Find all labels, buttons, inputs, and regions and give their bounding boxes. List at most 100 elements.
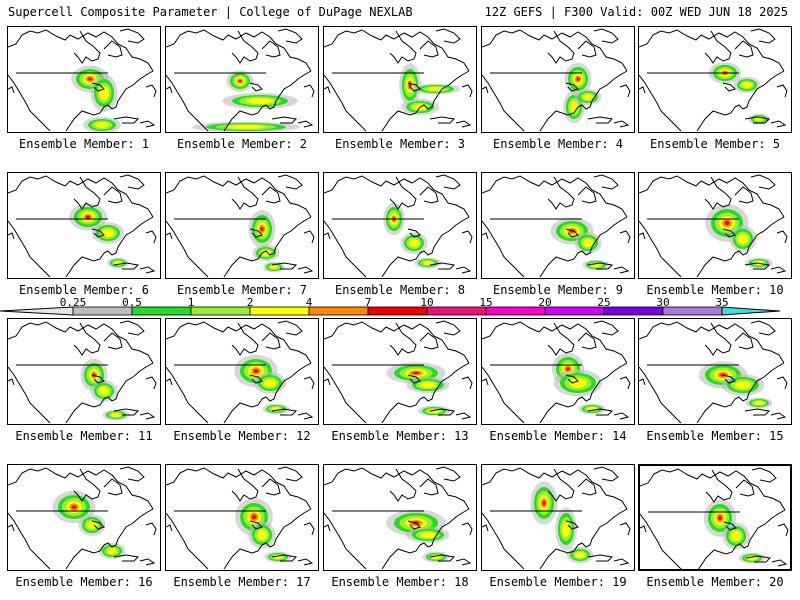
map-outline	[577, 70, 628, 110]
map-outline	[103, 362, 154, 402]
map-outline	[722, 228, 736, 238]
map-outline	[119, 174, 145, 190]
ensemble-panel	[165, 172, 319, 279]
map-outline	[166, 524, 173, 532]
ensemble-panel	[638, 26, 792, 133]
map-outline	[8, 321, 154, 364]
map-outline	[696, 106, 736, 132]
map-outline	[705, 469, 733, 503]
map-outline	[407, 374, 421, 384]
member-caption: Ensemble Member: 13	[331, 429, 469, 443]
member-caption: Ensemble Member: 5	[649, 137, 781, 151]
map-outline	[696, 398, 736, 424]
map-outline	[770, 266, 787, 274]
member-caption: Ensemble Member: 19	[489, 575, 627, 589]
map-outline	[639, 378, 646, 386]
map-outline	[271, 262, 298, 270]
map-outline	[744, 408, 771, 416]
member-caption: Ensemble Member: 10	[646, 283, 784, 297]
scp-contour	[569, 378, 587, 388]
map-outline	[613, 120, 630, 128]
map-outline	[271, 408, 298, 416]
map-outline	[113, 554, 140, 562]
colorbar-tick-label: 35	[715, 296, 729, 309]
map-outline	[381, 398, 421, 424]
map-outline	[547, 176, 575, 210]
colorbar-segment	[367, 306, 428, 316]
map-outline	[65, 106, 105, 132]
map-outline	[565, 228, 579, 238]
map-outline	[8, 524, 15, 532]
map-outline	[166, 321, 312, 364]
scp-contour	[246, 98, 274, 104]
map-outline	[577, 40, 597, 58]
map-outline	[734, 332, 754, 350]
map-outline	[223, 398, 263, 424]
scp-contour	[575, 552, 585, 558]
ensemble-panel	[7, 318, 161, 425]
scp-contour	[99, 387, 109, 395]
map-outline	[119, 28, 145, 44]
map-outline	[722, 374, 736, 384]
map-outline	[577, 478, 597, 496]
map-canvas	[324, 174, 473, 278]
map-outline	[166, 74, 209, 132]
map-outline	[8, 29, 154, 72]
map-outline	[419, 216, 470, 256]
map-canvas	[482, 174, 631, 278]
map-outline	[776, 230, 788, 244]
map-outline	[419, 508, 470, 548]
map-outline	[223, 544, 263, 570]
map-outline	[8, 366, 51, 424]
map-outline	[577, 508, 628, 548]
map-outline	[166, 220, 209, 278]
colorbar-tick-label: 0.25	[59, 296, 87, 309]
colorbar-segment	[721, 306, 781, 316]
scp-contour	[731, 531, 741, 541]
scp-contour	[576, 77, 580, 81]
valid-time-label: 12Z GEFS | F300 Valid: 00Z WED JUN 18 20…	[484, 5, 788, 19]
member-caption: Ensemble Member: 9	[492, 283, 624, 297]
map-outline	[565, 520, 579, 530]
map-outline	[103, 186, 123, 204]
map-outline	[324, 86, 331, 94]
map-outline	[704, 176, 732, 210]
map-outline	[639, 74, 682, 132]
map-outline	[166, 232, 173, 240]
map-outline	[166, 29, 312, 72]
scp-contour	[735, 381, 751, 389]
map-outline	[8, 74, 51, 132]
scp-contour	[570, 101, 578, 113]
map-outline	[271, 116, 298, 124]
colorbar-tick-label: 10	[420, 296, 434, 309]
map-outline	[103, 70, 154, 110]
member-caption: Ensemble Member: 18	[331, 575, 469, 589]
map-outline	[619, 230, 631, 244]
map-canvas	[166, 320, 315, 424]
map-outline	[429, 262, 456, 270]
map-outline	[435, 320, 461, 336]
ensemble-panel	[323, 172, 477, 279]
map-outline	[577, 216, 628, 256]
map-outline	[640, 525, 647, 533]
map-outline	[119, 466, 145, 482]
page-title: Supercell Composite Parameter | College …	[8, 5, 413, 19]
map-canvas	[8, 28, 157, 132]
member-caption: Ensemble Member: 4	[492, 137, 624, 151]
map-outline	[539, 106, 579, 132]
map-outline	[145, 376, 157, 390]
map-outline	[639, 321, 785, 364]
colorbar-segment	[485, 306, 546, 316]
colorbar-tick-label: 15	[479, 296, 493, 309]
scp-contour	[226, 125, 266, 129]
map-outline	[223, 252, 263, 278]
map-outline	[8, 220, 51, 278]
colorbar-segment	[249, 306, 310, 316]
map-outline	[91, 520, 105, 530]
map-outline	[639, 220, 682, 278]
member-caption: Ensemble Member: 2	[176, 137, 308, 151]
map-outline	[704, 322, 732, 356]
scp-contour	[85, 215, 91, 219]
scp-contour	[264, 379, 276, 387]
map-outline	[461, 522, 473, 536]
